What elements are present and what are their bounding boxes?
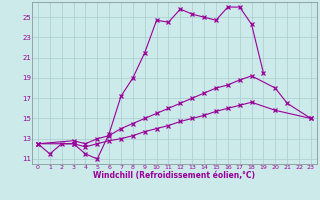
X-axis label: Windchill (Refroidissement éolien,°C): Windchill (Refroidissement éolien,°C) xyxy=(93,171,255,180)
